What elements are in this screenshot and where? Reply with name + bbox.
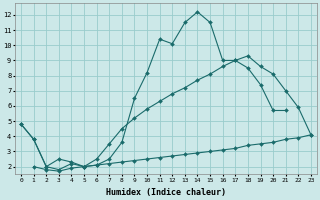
X-axis label: Humidex (Indice chaleur): Humidex (Indice chaleur)	[106, 188, 226, 197]
